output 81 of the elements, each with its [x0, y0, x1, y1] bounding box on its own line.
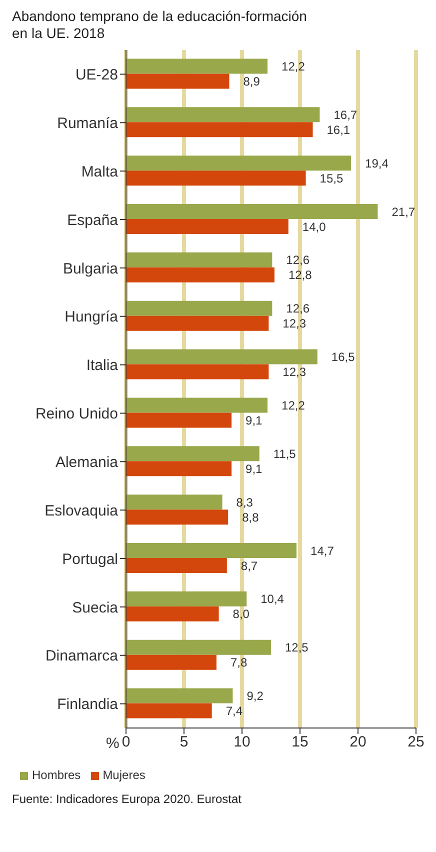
- bar: [126, 510, 228, 525]
- data-label: 8,8: [242, 510, 260, 524]
- bar: [126, 543, 297, 558]
- data-label: 7,4: [226, 704, 243, 718]
- data-label: 14,0: [302, 220, 326, 234]
- data-label: 14,7: [310, 544, 334, 558]
- y-tick-label: Italia: [86, 357, 119, 374]
- bar: [126, 122, 313, 138]
- bar: [126, 170, 306, 186]
- y-tick-label: Reino Unido: [35, 406, 118, 423]
- bar: [126, 300, 272, 316]
- y-tick-label: Bulgaria: [62, 260, 119, 278]
- bar: [126, 316, 269, 331]
- data-label: 9,1: [246, 462, 263, 476]
- y-tick-label: Portugal: [62, 550, 118, 568]
- y-tick-label: Eslovaquia: [44, 502, 119, 520]
- data-label: 15,5: [320, 171, 344, 186]
- x-axis-title: %: [106, 735, 120, 752]
- data-label: 16,1: [326, 122, 350, 137]
- x-tick-label: 25: [408, 734, 424, 751]
- bar: [126, 591, 247, 606]
- data-label: 12,3: [282, 316, 306, 331]
- y-tick-label: Rumanía: [57, 114, 119, 132]
- y-tick-label: Dinamarca: [45, 648, 119, 665]
- bar: [126, 219, 288, 234]
- bar: [126, 640, 271, 655]
- bar: [126, 606, 219, 622]
- y-tick-label: Alemania: [55, 454, 119, 471]
- data-label: 9,1: [246, 413, 263, 428]
- data-label: 12,3: [282, 365, 306, 380]
- bar: [126, 252, 272, 268]
- data-label: 9,2: [246, 689, 264, 704]
- bar: [126, 349, 318, 364]
- bar: [126, 558, 227, 574]
- x-tick-label: 15: [292, 734, 308, 751]
- x-tick-label: 10: [234, 734, 250, 751]
- bar: [126, 398, 268, 413]
- bar: [126, 446, 260, 462]
- data-label: 21,7: [392, 204, 416, 219]
- data-label: 8,7: [240, 558, 258, 573]
- bar: [126, 703, 212, 718]
- bar: [126, 107, 320, 122]
- data-label: 8,3: [236, 495, 254, 510]
- bar: [126, 494, 222, 510]
- data-label: 8,9: [243, 74, 260, 88]
- bar: [126, 364, 269, 380]
- chart-title: Abandono temprano de la educación-formación en la UE. 2018: [12, 8, 308, 42]
- y-tick-label: Suecia: [72, 599, 119, 616]
- data-label: 12,2: [282, 59, 306, 74]
- y-tick-label: Malta: [81, 163, 119, 180]
- source-note: Fuente: Indicadores Europa 2020. Eurostat: [12, 792, 242, 806]
- bar: [126, 267, 274, 282]
- bar: [126, 156, 352, 171]
- data-label: 10,4: [260, 592, 284, 606]
- y-tick-label: Finlandia: [57, 696, 119, 714]
- legend-label: Mujeres: [102, 768, 146, 782]
- y-tick-label: España: [67, 212, 119, 229]
- data-label: 12,8: [288, 268, 312, 282]
- data-label: 8,0: [232, 607, 250, 622]
- data-label: 11,5: [273, 446, 296, 461]
- bar: [126, 58, 268, 74]
- data-label: 12,2: [282, 398, 306, 412]
- data-label: 12,6: [286, 253, 310, 268]
- data-label: 12,6: [286, 302, 310, 316]
- x-tick-label: 5: [180, 734, 188, 751]
- data-label: 12,5: [285, 640, 309, 655]
- data-label: 16,5: [331, 350, 356, 364]
- data-label: 7,8: [230, 656, 248, 670]
- x-tick-label: 0: [122, 734, 130, 751]
- bar: [126, 654, 216, 670]
- data-label: 19,4: [365, 156, 389, 170]
- bar: [126, 74, 230, 89]
- bar: [126, 204, 378, 220]
- bar: [126, 461, 232, 476]
- bar: [126, 688, 233, 704]
- x-tick-label: 20: [350, 734, 366, 751]
- legend-label: Hombres: [32, 768, 81, 782]
- bar: [126, 412, 232, 428]
- y-tick-label: UE-28: [75, 66, 118, 84]
- data-label: 16,7: [334, 108, 358, 122]
- y-tick-label: Hungría: [64, 308, 119, 326]
